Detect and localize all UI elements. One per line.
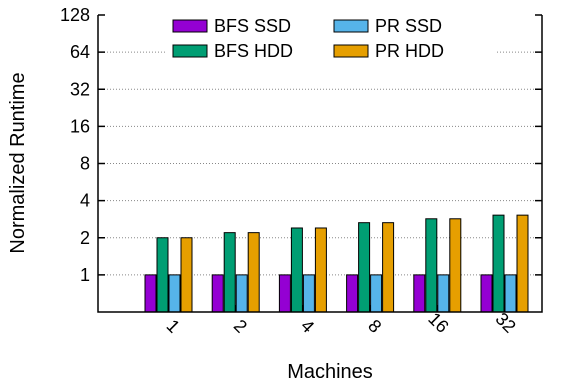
bars [144, 214, 529, 313]
bar-pr-hdd-16 [449, 218, 462, 313]
x-tick-label: 4 [297, 316, 318, 337]
bar-bfs-hdd-8 [358, 222, 371, 313]
bar-bfs-ssd-2 [211, 274, 224, 313]
legend-label: BFS SSD [214, 16, 291, 36]
legend-label: PR HDD [375, 41, 444, 61]
y-tick-label: 2 [80, 228, 90, 248]
y-tick-label: 4 [80, 191, 90, 211]
x-axis-label: Machines [287, 361, 373, 383]
legend-swatch [333, 44, 369, 58]
y-tick-label: 1 [80, 265, 90, 285]
bar-bfs-hdd-4 [290, 227, 303, 313]
bar-bfs-ssd-1 [144, 274, 157, 313]
bar-bfs-ssd-16 [413, 274, 426, 313]
legend-label: BFS HDD [214, 41, 293, 61]
legend-background [165, 15, 495, 67]
axis-frame [97, 15, 543, 313]
bar-bfs-ssd-32 [480, 274, 493, 313]
bar-pr-hdd-2 [247, 232, 260, 313]
bar-pr-hdd-32 [516, 214, 529, 313]
bar-pr-ssd-4 [302, 274, 315, 313]
y-tick-labels: 1 2 4 8 16 32 64 128 [60, 5, 90, 285]
legend-swatch [172, 44, 208, 58]
bar-bfs-hdd-2 [223, 232, 236, 313]
x-tick-label: 2 [230, 316, 251, 337]
bar-pr-hdd-4 [314, 227, 327, 313]
bar-pr-ssd-32 [504, 274, 517, 313]
x-tick-labels: 1 2 4 8 16 32 [163, 309, 520, 337]
bar-pr-ssd-8 [370, 274, 383, 313]
y-axis-label: Normalized Runtime [7, 72, 29, 253]
bar-pr-ssd-1 [168, 274, 181, 313]
x-tick-label: 8 [364, 316, 385, 337]
bar-bfs-hdd-16 [425, 218, 438, 313]
y-tick-label: 64 [70, 42, 90, 62]
legend-label: PR SSD [375, 16, 442, 36]
y-tick-label: 16 [70, 116, 90, 136]
x-tick-label: 32 [492, 309, 520, 337]
y-tick-label: 8 [80, 154, 90, 174]
bar-pr-hdd-8 [382, 222, 395, 313]
y-tick-label: 128 [60, 5, 90, 25]
legend-swatch [172, 19, 208, 33]
bar-pr-hdd-1 [180, 237, 193, 313]
bar-bfs-hdd-1 [156, 237, 169, 313]
bar-bfs-ssd-8 [346, 274, 359, 313]
legend: BFS SSD BFS HDD PR SSD PR HDD [165, 15, 495, 67]
bar-bfs-hdd-32 [492, 214, 505, 313]
legend-swatch [333, 19, 369, 33]
bar-pr-ssd-16 [437, 274, 450, 313]
axes [97, 14, 543, 313]
y-tick-label: 32 [70, 79, 90, 99]
x-tick-label: 16 [424, 309, 452, 337]
bar-bfs-ssd-4 [278, 274, 291, 313]
x-tick-label: 1 [163, 316, 184, 337]
bar-pr-ssd-2 [235, 274, 248, 313]
